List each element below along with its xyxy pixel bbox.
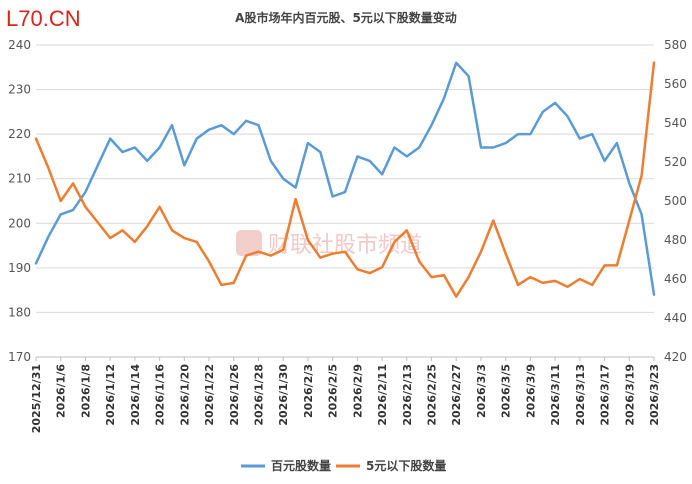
right-y-tick-label: 580: [664, 38, 687, 52]
x-tick-label: 2026/1/8: [79, 364, 92, 418]
x-tick-label: 2026/1/6: [55, 364, 68, 418]
left-y-tick-label: 230: [8, 83, 31, 97]
x-tick-label: 2026/3/9: [524, 364, 537, 418]
right-y-tick-label: 460: [664, 272, 687, 286]
logo-text: L70.CN: [6, 6, 81, 31]
right-y-tick-label: 420: [664, 350, 687, 364]
left-y-tick-label: 200: [8, 216, 31, 230]
series-line-2: [34, 61, 656, 298]
x-tick-label: 2026/2/11: [376, 364, 389, 426]
right-y-tick-label: 500: [664, 194, 687, 208]
x-tick-label: 2026/1/14: [129, 364, 142, 426]
x-tick-label: 2026/1/30: [277, 364, 290, 426]
left-y-tick-label: 240: [8, 38, 31, 52]
legend-label: 百元股数量: [271, 458, 331, 473]
x-tick-label: 2026/2/13: [401, 364, 414, 426]
left-y-tick-label: 190: [8, 261, 31, 275]
x-tick-label: 2026/2/27: [450, 364, 463, 426]
left-y-tick-label: 170: [8, 350, 31, 364]
x-tick-label: 2026/1/26: [228, 364, 241, 426]
x-tick-label: 2026/2/5: [327, 364, 340, 418]
x-tick-label: 2025/12/31: [30, 364, 43, 433]
right-y-tick-label: 480: [664, 233, 687, 247]
series-line-1: [34, 61, 656, 296]
x-tick-label: 2026/1/16: [154, 364, 167, 426]
chart-title: A股市场年内百元股、5元以下股数量变动: [235, 10, 457, 25]
right-y-tick-label: 440: [664, 311, 687, 325]
x-axis-ticks: 2025/12/31 2026/1/6 2026/1/8 2026/1/12 2026/…: [30, 357, 661, 433]
x-tick-label: 2026/1/22: [203, 364, 216, 426]
left-y-tick-label: 220: [8, 127, 31, 141]
x-tick-label: 2026/3/17: [599, 364, 612, 426]
x-tick-label: 2026/3/5: [500, 364, 513, 418]
left-y-tick-label: 210: [8, 172, 31, 186]
gridlines: [36, 44, 654, 313]
x-tick-label: 2026/3/11: [549, 364, 562, 426]
left-y-tick-label: 180: [8, 305, 31, 319]
right-y-axis: 420 440 460 480 500 520 540 560 580: [664, 38, 687, 364]
legend: 百元股数量 5元以下股数量: [241, 458, 446, 473]
x-tick-label: 2026/3/19: [623, 364, 636, 426]
x-tick-label: 2026/1/28: [252, 364, 265, 426]
x-tick-label: 2026/1/12: [104, 364, 117, 426]
legend-label: 5元以下股数量: [366, 458, 446, 473]
x-tick-label: 2026/2/25: [426, 364, 439, 426]
x-tick-label: 2026/3/13: [574, 364, 587, 426]
right-y-tick-label: 560: [664, 77, 687, 91]
x-tick-label: 2026/3/3: [475, 364, 488, 418]
right-y-tick-label: 520: [664, 155, 687, 169]
series-lines: [34, 61, 656, 298]
x-tick-label: 2026/2/3: [302, 364, 315, 418]
x-tick-label: 2026/1/20: [178, 364, 191, 426]
left-y-axis: 170 180 190 200 210 220 230 240: [8, 38, 31, 364]
x-tick-label: 2026/2/9: [351, 364, 364, 418]
right-y-tick-label: 540: [664, 116, 687, 130]
x-tick-label: 2026/3/23: [648, 364, 661, 426]
